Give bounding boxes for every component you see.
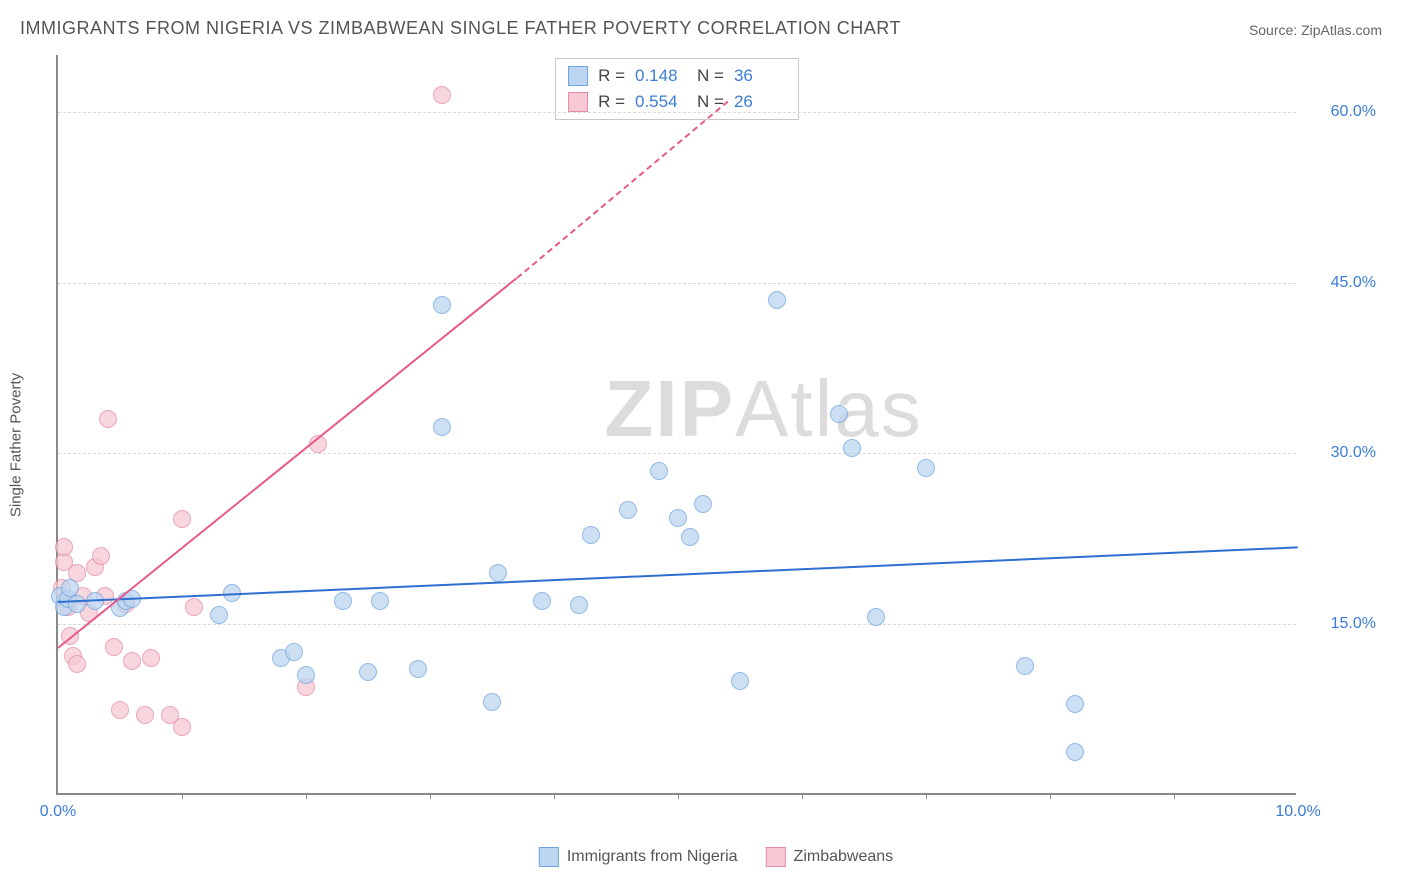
watermark-light: Atlas [735, 364, 923, 453]
scatter-point [1016, 657, 1034, 675]
chart-area: Single Father Poverty ZIPAtlas R =0.148N… [56, 55, 1376, 835]
gridline [58, 624, 1296, 625]
trend-line [58, 547, 1298, 604]
scatter-point [1066, 743, 1084, 761]
x-tick-label: 0.0% [40, 803, 76, 821]
scatter-point [68, 595, 86, 613]
correlation-stats-box: R =0.148N =36R =0.554N =26 [555, 58, 799, 120]
scatter-point [433, 86, 451, 104]
scatter-point [533, 592, 551, 610]
y-tick-label: 30.0% [1306, 444, 1376, 462]
legend-label: Zimbabweans [794, 848, 894, 866]
legend-item: Immigrants from Nigeria [539, 847, 738, 867]
scatter-point [731, 672, 749, 690]
scatter-point [867, 608, 885, 626]
y-tick-label: 45.0% [1306, 274, 1376, 292]
chart-title: IMMIGRANTS FROM NIGERIA VS ZIMBABWEAN SI… [20, 18, 901, 39]
scatter-point [55, 538, 73, 556]
scatter-point [843, 439, 861, 457]
scatter-point [173, 510, 191, 528]
scatter-point [123, 652, 141, 670]
gridline [58, 112, 1296, 113]
x-tick-mark [554, 793, 555, 799]
scatter-point [99, 410, 117, 428]
source-label: Source: [1249, 22, 1301, 38]
x-tick-mark [430, 793, 431, 799]
gridline [58, 453, 1296, 454]
x-tick-mark [1174, 793, 1175, 799]
scatter-point [669, 509, 687, 527]
x-tick-mark [926, 793, 927, 799]
stat-n-value: 36 [734, 63, 786, 89]
scatter-point [619, 501, 637, 519]
stats-row: R = 0.148 N = 36 [568, 63, 786, 89]
scatter-point [285, 643, 303, 661]
scatter-point [359, 663, 377, 681]
trend-line [516, 101, 728, 279]
scatter-point [105, 638, 123, 656]
x-tick-label: 10.0% [1275, 803, 1320, 821]
x-tick-mark [1050, 793, 1051, 799]
scatter-point [136, 706, 154, 724]
x-tick-mark [802, 793, 803, 799]
scatter-point [489, 564, 507, 582]
legend-swatch [568, 92, 588, 112]
stat-n-label: N = [697, 63, 724, 89]
legend-item: Zimbabweans [766, 847, 894, 867]
y-axis-label: Single Father Poverty [8, 373, 25, 517]
scatter-point [334, 592, 352, 610]
scatter-point [830, 405, 848, 423]
scatter-point [185, 598, 203, 616]
scatter-point [92, 547, 110, 565]
x-tick-mark [182, 793, 183, 799]
scatter-point [297, 666, 315, 684]
scatter-point [210, 606, 228, 624]
x-tick-mark [678, 793, 679, 799]
scatter-point [768, 291, 786, 309]
scatter-point [433, 418, 451, 436]
scatter-point [173, 718, 191, 736]
scatter-point [409, 660, 427, 678]
scatter-point [433, 296, 451, 314]
y-tick-label: 60.0% [1306, 103, 1376, 121]
plot-region: ZIPAtlas R =0.148N =36R =0.554N =26 15.0… [56, 55, 1296, 795]
scatter-point [111, 701, 129, 719]
legend-swatch [766, 847, 786, 867]
scatter-point [694, 495, 712, 513]
stat-r-label: R = [598, 63, 625, 89]
scatter-point [650, 462, 668, 480]
x-tick-mark [306, 793, 307, 799]
trend-line [57, 277, 517, 649]
stat-r-value: 0.148 [635, 63, 687, 89]
scatter-point [681, 528, 699, 546]
gridline [58, 283, 1296, 284]
legend-label: Immigrants from Nigeria [567, 848, 738, 866]
legend-swatch [568, 66, 588, 86]
scatter-point [483, 693, 501, 711]
legend: Immigrants from Nigeria Zimbabweans [539, 847, 893, 867]
watermark: ZIPAtlas [605, 363, 923, 455]
scatter-point [917, 459, 935, 477]
scatter-point [582, 526, 600, 544]
scatter-point [68, 655, 86, 673]
legend-swatch [539, 847, 559, 867]
watermark-bold: ZIP [605, 364, 735, 453]
source-attribution: Source: ZipAtlas.com [1249, 22, 1382, 38]
scatter-point [1066, 695, 1084, 713]
scatter-point [142, 649, 160, 667]
source-link[interactable]: ZipAtlas.com [1301, 22, 1382, 38]
scatter-point [570, 596, 588, 614]
y-tick-label: 15.0% [1306, 615, 1376, 633]
scatter-point [371, 592, 389, 610]
